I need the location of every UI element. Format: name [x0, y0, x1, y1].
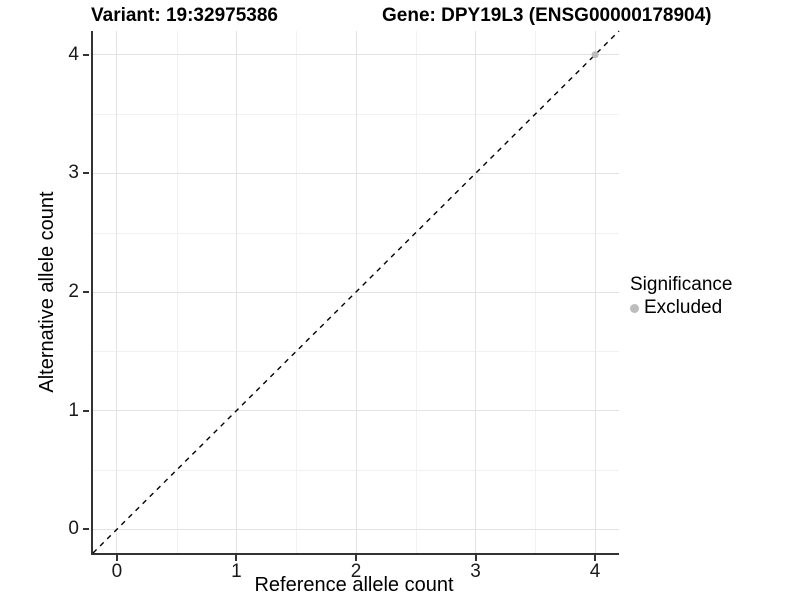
x-tick-label: 3: [470, 561, 481, 582]
y-tick-mark: [83, 172, 89, 175]
x-tick-mark: [474, 555, 477, 561]
major-gridline-h: [93, 528, 619, 530]
x-tick-label: 4: [589, 561, 601, 582]
legend-item-label: Excluded: [644, 297, 723, 318]
y-axis-title: Alternative allele count: [36, 191, 58, 393]
x-tick-label: 1: [231, 561, 242, 582]
excluded-point-icon: [630, 303, 639, 313]
major-gridline-h: [93, 410, 619, 412]
legend-title: Significance: [630, 274, 733, 295]
x-tick-mark: [355, 555, 357, 561]
y-tick-mark: [83, 409, 89, 412]
x-axis-title: Reference allele count: [254, 574, 454, 596]
y-tick-label: 0: [68, 518, 79, 540]
y-tick-mark: [83, 53, 89, 56]
x-tick-mark: [115, 555, 118, 561]
y-tick-mark: [83, 291, 89, 293]
variant-title: Variant: 19:32975386: [91, 5, 278, 26]
x-tick-label: 2: [350, 561, 362, 582]
x-tick-mark: [594, 555, 597, 561]
y-tick-mark: [83, 528, 89, 531]
major-gridline-h: [93, 54, 619, 56]
legend-item-excluded: Excluded: [630, 297, 732, 319]
y-tick-label: 3: [68, 162, 79, 184]
identity-dashed-line: [92, 30, 620, 554]
y-tick-label: 4: [68, 43, 79, 65]
plot-layer: [92, 30, 620, 554]
y-tick-label: 1: [68, 399, 79, 421]
data-point: [591, 51, 599, 59]
gene-title: Gene: DPY19L3 (ENSG00000178904): [382, 5, 712, 26]
major-gridline-h: [93, 172, 619, 174]
legend: Significance Excluded: [630, 274, 732, 319]
x-tick-label: 0: [111, 561, 123, 582]
plot-panel: 0 1 2 3 4 0 1 2 3 4: [68, 30, 620, 582]
x-tick-mark: [235, 555, 238, 561]
y-tick-label: 2: [68, 281, 79, 302]
